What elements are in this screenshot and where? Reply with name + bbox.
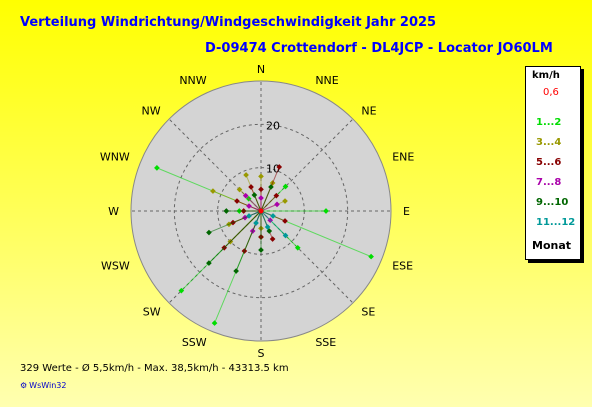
data-point: [211, 320, 218, 326]
direction-label-e: E: [403, 205, 410, 218]
legend-item: 1...2: [536, 117, 562, 128]
data-point: [234, 198, 240, 204]
data-streak: [260, 186, 272, 212]
data-point: [258, 247, 264, 253]
legend-item: 7...8: [536, 177, 562, 188]
legend-item: 9...10: [536, 197, 569, 208]
data-streak: [260, 195, 277, 212]
data-point: [223, 208, 230, 214]
direction-label-wnw: WNW: [100, 151, 130, 164]
brand-name: WsWin32: [29, 381, 67, 390]
calm-marker: [258, 208, 264, 214]
grid-spoke-se: [260, 210, 354, 304]
data-point: [266, 228, 273, 234]
data-point: [246, 213, 252, 219]
data-point: [282, 232, 289, 239]
summary-footer: 329 Werte - Ø 5,5km/h - Max. 38,5km/h - …: [20, 363, 289, 374]
data-point: [236, 186, 243, 193]
data-streak: [260, 203, 278, 212]
legend-item: 11...12: [536, 217, 576, 228]
data-streak: [245, 195, 262, 212]
legend-item: 5...6: [536, 157, 562, 168]
data-point: [243, 172, 249, 178]
data-point: [268, 184, 274, 190]
data-point: [282, 183, 289, 190]
software-brand: ⚙ WsWin32: [20, 381, 66, 390]
ring-label-20: 20: [266, 119, 280, 132]
legend-footer: Monat: [532, 239, 572, 252]
data-point: [270, 213, 276, 219]
direction-label-nnw: NNW: [179, 74, 206, 87]
data-streak: [208, 210, 262, 264]
legend-item: 3...4: [536, 137, 562, 148]
data-point: [253, 220, 259, 226]
legend-title: km/h: [532, 70, 560, 81]
data-streak: [260, 210, 286, 236]
data-streak: [260, 210, 269, 228]
direction-label-nne: NNE: [315, 74, 338, 87]
data-point: [269, 236, 276, 242]
data-point: [273, 192, 280, 199]
data-point: [246, 203, 252, 209]
data-point: [274, 201, 280, 208]
direction-label-ese: ESE: [392, 259, 413, 272]
direction-label-sw: SW: [143, 305, 161, 318]
data-point: [154, 165, 160, 171]
data-point: [178, 287, 185, 294]
direction-label-nw: NW: [141, 105, 160, 118]
direction-label-w: W: [108, 205, 119, 218]
direction-label-sse: SSE: [315, 336, 336, 349]
data-point: [210, 188, 216, 194]
direction-label-s: S: [258, 347, 265, 360]
data-point: [258, 173, 264, 180]
chart-title: Verteilung Windrichtung/Windgeschwindigk…: [20, 15, 437, 30]
data-point: [233, 268, 239, 274]
data-point: [242, 192, 249, 199]
data-point: [264, 224, 271, 230]
data-point: [258, 186, 264, 193]
data-point: [251, 192, 258, 198]
direction-label-ene: ENE: [392, 151, 414, 164]
data-point: [294, 244, 301, 251]
direction-label-ssw: SSW: [182, 336, 207, 349]
chart-subtitle: D-09474 Crottendorf - DL4JCP - Locator J…: [205, 41, 553, 56]
data-point: [258, 195, 264, 201]
direction-label-wsw: WSW: [101, 259, 130, 272]
grid-spoke-nw: [168, 118, 262, 212]
direction-label-se: SE: [361, 305, 375, 318]
legend: km/h 0,6 1...2 3...4 5...6 7...8 9...10 11...…: [525, 66, 581, 260]
direction-label-ne: NE: [361, 105, 376, 118]
data-point: [248, 184, 254, 190]
legend-calm-value: 0,6: [543, 87, 559, 98]
data-point: [323, 208, 329, 214]
data-point: [276, 164, 283, 170]
direction-label-n: N: [257, 63, 265, 76]
data-point: [206, 229, 212, 236]
data-point: [282, 198, 288, 204]
data-point: [206, 260, 212, 266]
grid-spoke-ne: [260, 118, 354, 212]
data-streak: [253, 194, 262, 212]
brand-logo-icon: ⚙: [20, 381, 28, 390]
data-point: [282, 218, 288, 224]
